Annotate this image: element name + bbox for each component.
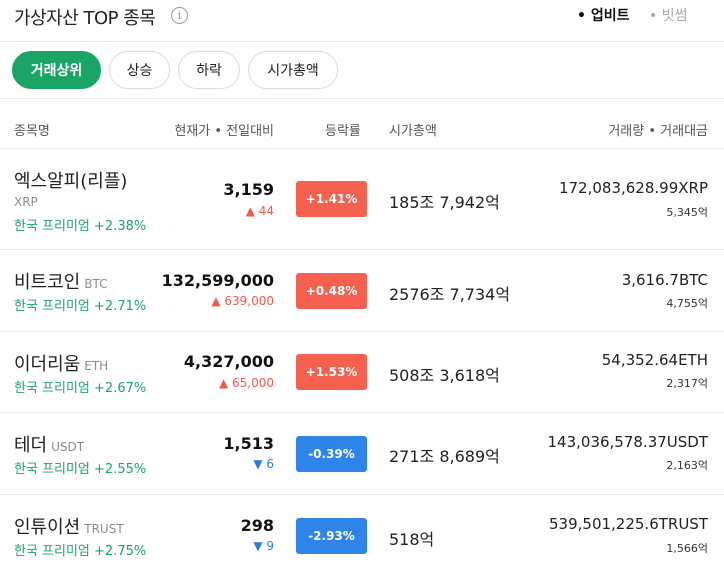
- trade-volume: 143,036,578.37USDT: [547, 433, 709, 451]
- price-change: ▲ 65,000: [218, 376, 274, 390]
- col-header-volume[interactable]: 거래량 • 거래대금: [608, 124, 708, 139]
- coin-name: 비트코인 BTC: [14, 272, 108, 293]
- trade-amount: 1,566억: [666, 542, 708, 555]
- change-rate-badge: -2.93%: [296, 518, 367, 554]
- korea-premium: 한국 프리미엄 +2.75%: [14, 544, 147, 559]
- table-row[interactable]: 테더 USDT 한국 프리미엄 +2.55% 1,513 ▼ 6 -0.39% 2…: [0, 412, 724, 494]
- coin-name: 인튜이션 TRUST: [14, 517, 124, 538]
- market-cap: 271조 8,689억: [389, 447, 500, 466]
- trade-volume: 54,352.64ETH: [601, 351, 708, 369]
- current-price: 298: [240, 516, 274, 535]
- market-cap: 518억: [389, 530, 435, 549]
- table-row[interactable]: 인튜이션 TRUST 한국 프리미엄 +2.75% 298 ▼ 9 -2.93% …: [0, 494, 724, 583]
- filter-bar: 거래상위 상승 하락 시가총액: [0, 42, 724, 99]
- trade-amount: 5,345억: [666, 206, 708, 219]
- page-header: 가상자산 TOP 종목 i • 업비트 • 빗썸: [0, 0, 724, 42]
- table-row[interactable]: 엑스알피(리플) XRP 한국 프리미엄 +2.38% 3,159 ▲ 44 +…: [0, 148, 724, 249]
- filter-top-volume[interactable]: 거래상위: [12, 51, 101, 89]
- change-rate-badge: +1.53%: [296, 354, 367, 390]
- trade-amount: 2,317억: [666, 377, 708, 390]
- current-price: 4,327,000: [183, 352, 274, 371]
- trade-volume: 3,616.7BTC: [621, 271, 708, 289]
- col-header-rate[interactable]: 등락률: [325, 124, 361, 139]
- coin-ticker: XRP: [14, 195, 38, 209]
- filter-rising[interactable]: 상승: [109, 51, 170, 89]
- coin-ticker: ETH: [84, 359, 109, 373]
- price-change: ▲ 639,000: [211, 294, 274, 308]
- market-cap: 508조 3,618억: [389, 366, 500, 385]
- market-cap: 185조 7,942억: [389, 193, 500, 212]
- current-price: 1,513: [223, 434, 274, 453]
- korea-premium: 한국 프리미엄 +2.67%: [14, 381, 147, 396]
- coin-ticker: USDT: [51, 440, 85, 454]
- page-title: 가상자산 TOP 종목: [14, 8, 156, 29]
- col-header-name[interactable]: 종목명: [14, 124, 50, 139]
- coin-name: 이더리움 ETH: [14, 354, 109, 375]
- col-header-mcap[interactable]: 시가총액: [389, 124, 437, 139]
- coin-ticker: TRUST: [84, 522, 124, 536]
- change-rate-badge: +1.41%: [296, 181, 367, 217]
- table-row[interactable]: 이더리움 ETH 한국 프리미엄 +2.67% 4,327,000 ▲ 65,00…: [0, 331, 724, 412]
- price-change: ▲ 44: [245, 204, 274, 218]
- price-change: ▼ 9: [253, 539, 274, 553]
- filter-market-cap[interactable]: 시가총액: [248, 51, 338, 89]
- trade-volume: 539,501,225.6TRUST: [549, 515, 708, 533]
- trade-volume: 172,083,628.99XRP: [558, 179, 708, 197]
- col-header-price[interactable]: 현재가 • 전일대비: [174, 124, 274, 139]
- trade-amount: 4,755억: [666, 297, 708, 310]
- coin-name: 엑스알피(리플): [14, 171, 128, 192]
- current-price: 3,159: [223, 180, 274, 199]
- coin-ticker: BTC: [84, 277, 108, 291]
- change-rate-badge: -0.39%: [296, 436, 367, 472]
- market-cap: 2576조 7,734억: [389, 285, 511, 304]
- korea-premium: 한국 프리미엄 +2.38%: [14, 219, 147, 234]
- trade-amount: 2,163억: [666, 459, 708, 472]
- exchange-tab-upbit[interactable]: • 업비트: [577, 8, 630, 24]
- exchange-tab-bithumb[interactable]: • 빗썸: [649, 8, 688, 24]
- info-icon[interactable]: i: [171, 7, 188, 24]
- price-change: ▼ 6: [253, 457, 274, 471]
- table-row[interactable]: 비트코인 BTC 한국 프리미엄 +2.71% 132,599,000 ▲ 639…: [0, 249, 724, 331]
- korea-premium: 한국 프리미엄 +2.71%: [14, 299, 147, 314]
- filter-falling[interactable]: 하락: [178, 51, 240, 89]
- change-rate-badge: +0.48%: [296, 273, 367, 309]
- current-price: 132,599,000: [161, 271, 274, 290]
- coin-name: 테더 USDT: [14, 435, 85, 456]
- korea-premium: 한국 프리미엄 +2.55%: [14, 462, 147, 477]
